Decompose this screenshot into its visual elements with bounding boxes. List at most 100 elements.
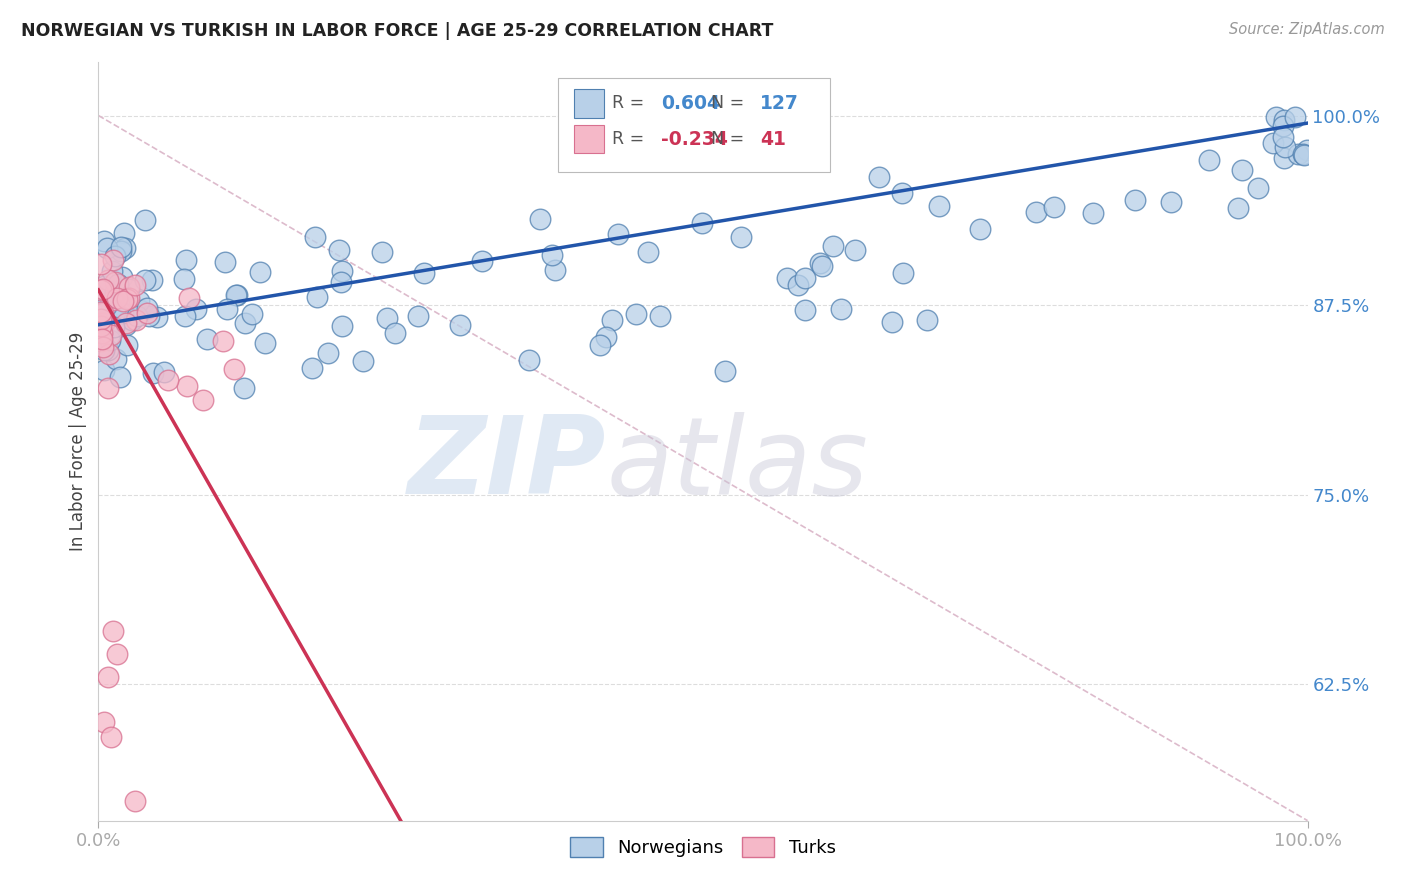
Point [101,264,124,278]
Point [214,255,236,269]
Point [134,212,156,227]
Point [174,310,197,324]
Point [1247,181,1270,195]
Point [118,282,141,296]
Point [1296,143,1319,157]
Point [1198,153,1220,168]
Point [375,310,398,325]
Legend: Norwegians, Turks: Norwegians, Turks [564,830,842,864]
Point [225,287,247,301]
Point [112,226,135,240]
Point [100,730,122,744]
Point [195,332,218,346]
Point [1272,151,1295,165]
Point [110,240,132,254]
Point [157,373,180,387]
Point [138,309,160,323]
Point [104,285,127,300]
Point [100,328,122,343]
Point [90,334,112,348]
Point [328,243,350,257]
Point [115,318,138,332]
Point [127,310,149,324]
Text: NORWEGIAN VS TURKISH IN LABOR FORCE | AGE 25-29 CORRELATION CHART: NORWEGIAN VS TURKISH IN LABOR FORCE | AG… [21,22,773,40]
Point [136,301,159,315]
Point [191,393,214,408]
Point [1263,136,1285,150]
Point [969,222,991,236]
Text: R =: R = [613,95,644,112]
Point [1274,140,1296,154]
Point [98,333,121,347]
Point [93,279,115,293]
Point [249,265,271,279]
Point [121,312,143,326]
Point [626,308,648,322]
Point [600,313,623,327]
Point [91,340,114,354]
Point [176,379,198,393]
Point [117,338,139,352]
Point [125,313,148,327]
Point [93,363,115,377]
Point [96,241,118,255]
Point [114,241,136,255]
Point [844,243,866,257]
Point [93,234,115,248]
FancyBboxPatch shape [558,78,830,172]
Point [794,270,817,285]
Text: 127: 127 [759,94,799,113]
Point [91,306,114,320]
Point [112,288,135,302]
Point [890,186,912,200]
Point [330,263,353,277]
Bar [574,125,603,153]
Y-axis label: In Labor Force | Age 25-29: In Labor Force | Age 25-29 [69,332,87,551]
Text: Source: ZipAtlas.com: Source: ZipAtlas.com [1229,22,1385,37]
Point [184,301,207,316]
Point [1024,205,1046,219]
Point [105,647,128,661]
Point [1264,110,1286,124]
Point [232,381,254,395]
Point [90,283,112,297]
Point [1081,206,1104,220]
Point [110,305,132,319]
Point [830,301,852,316]
Point [101,253,124,268]
Point [868,169,890,184]
Point [97,343,120,358]
Point [128,303,150,318]
Point [146,310,169,324]
Point [93,316,115,330]
Point [880,315,903,329]
Point [100,301,122,316]
Bar [574,89,603,118]
Point [142,367,165,381]
Point [101,624,124,638]
Point [134,273,156,287]
Point [1272,119,1295,133]
Point [225,288,247,302]
Point [529,211,551,226]
Point [177,291,200,305]
Text: N =: N = [711,130,745,148]
Point [713,364,735,378]
Point [93,289,115,303]
Point [808,256,831,270]
Point [110,244,132,258]
Point [1286,146,1309,161]
Point [101,293,124,307]
Point [544,263,567,277]
Point [786,278,808,293]
Point [541,248,564,262]
Point [110,370,132,384]
Point [408,310,430,324]
Point [768,153,790,168]
Point [96,312,118,326]
Point [111,293,134,308]
Point [111,306,134,320]
Point [118,292,141,306]
Point [118,280,141,294]
Point [1230,163,1253,178]
